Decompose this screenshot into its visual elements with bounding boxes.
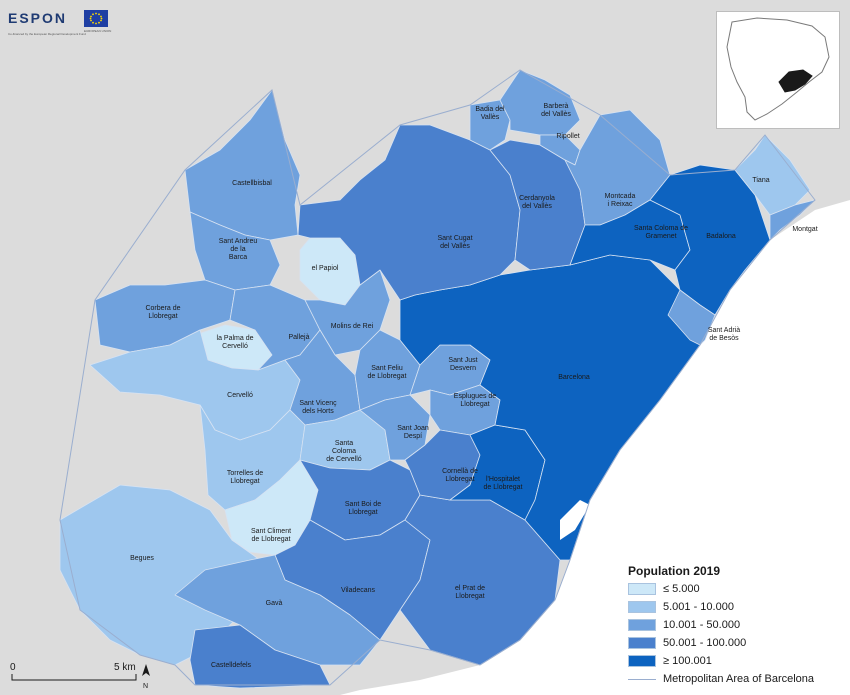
- legend-label: 50.001 - 100.000: [663, 637, 747, 649]
- label-la-palma-de-cervello: la Palma de Cervelló: [217, 335, 254, 350]
- eu-note: EUROPEAN UNION: [84, 29, 112, 33]
- inset-locator-map: [716, 11, 840, 129]
- label-esplugues-de-llobregat: Esplugues de Llobregat: [454, 393, 497, 408]
- label-el-prat-de-llobregat: el Prat de Llobregat: [455, 585, 485, 600]
- map-legend: Population 2019 ≤ 5.000 5.001 - 10.000 1…: [624, 562, 839, 688]
- espon-wordmark: ESPON: [8, 10, 68, 26]
- label-el-papiol: el Papiol: [312, 265, 339, 272]
- legend-boundary-label: Metropolitan Area of Barcelona: [663, 673, 815, 685]
- legend-label: 10.001 - 50.000: [663, 619, 741, 631]
- label-sant-feliu-de-llobregat: Sant Feliu de Llobregat: [368, 365, 407, 380]
- legend-swatch: [628, 583, 656, 595]
- legend-item: 50.001 - 100.000: [628, 636, 746, 650]
- label-sant-adria-de-besos: Sant Adrià de Besòs: [708, 327, 740, 342]
- label-tiana: Tiana: [752, 177, 769, 184]
- label-cornella-de-llobregat: Cornellà de Llobregat: [442, 468, 478, 483]
- label-lhospitalet-de-llobregat: l'Hospitalet de Llobregat: [484, 476, 523, 491]
- label-sant-andreu-de-la-barca: Sant Andreu de la Barca: [219, 238, 258, 261]
- municipality-sant-adria-de-besos: [667, 289, 716, 346]
- espon-logo: ESPON Co-financed by the European Region…: [8, 8, 112, 40]
- label-castelldefels: Castelldefels: [211, 662, 252, 669]
- legend-swatch: [628, 619, 656, 631]
- legend-title: Population 2019: [628, 564, 721, 578]
- label-sant-just-desvern: Sant Just Desvern: [448, 357, 477, 372]
- municipality-labels: Badia del Vallès Barberà del Vallès Ripoll…: [130, 103, 818, 669]
- legend-label: ≤ 5.000: [663, 583, 700, 595]
- label-sant-boi-de-llobregat: Sant Boi de Llobregat: [345, 501, 381, 516]
- legend-label: ≥ 100.001: [663, 655, 712, 667]
- label-badia-del-valles: Badia del Vallès: [475, 106, 505, 121]
- label-castellbisbal: Castellbisbal: [232, 180, 272, 187]
- scale-end-label: 5 km: [114, 662, 136, 673]
- north-label: N: [143, 683, 148, 690]
- catalonia-outline: [726, 17, 830, 121]
- municipality-sant-andreu-de-la-barca: [189, 211, 281, 291]
- legend-swatch: [628, 655, 656, 667]
- label-montcada-i-reixac: Montcada i Reixac: [605, 193, 636, 208]
- label-begues: Begues: [130, 555, 154, 562]
- label-sant-joan-despi: Sant Joan Despí: [397, 425, 429, 440]
- label-sant-vicenc-dels-horts: Sant Vicenç dels Horts: [299, 400, 337, 415]
- label-ripollet: Ripollet: [556, 133, 579, 140]
- scale-line: [11, 674, 137, 681]
- port-area: [560, 500, 605, 610]
- label-barbera-del-valles: Barberà del Vallès: [541, 103, 571, 118]
- label-viladecans: Viladecans: [341, 587, 376, 594]
- label-montgat: Montgat: [792, 226, 817, 233]
- label-gava: Gavà: [266, 600, 283, 607]
- label-cerdanyola-del-valles: Cerdanyola del Vallès: [519, 195, 555, 210]
- municipality-sant-cugat-del-valles: [297, 124, 521, 301]
- label-torrelles-de-llobregat: Torrelles de Llobregat: [227, 470, 263, 485]
- metropolitan-boundary: [59, 69, 816, 686]
- legend-label: 5.001 - 10.000: [663, 601, 734, 613]
- eu-flag-icon: [84, 10, 108, 27]
- legend-item: 10.001 - 50.000: [628, 618, 740, 632]
- label-santa-coloma-de-gramenet: Santa Coloma de Gramenet: [634, 225, 688, 240]
- municipality-tiana: [734, 134, 811, 216]
- label-molins-de-rei: Molins de Rei: [331, 323, 374, 330]
- north-arrow-icon: N: [142, 664, 150, 690]
- label-badalona: Badalona: [706, 233, 736, 240]
- legend-item: 5.001 - 10.000: [628, 600, 734, 614]
- label-sant-climent-de-llobregat: Sant Climent de Llobregat: [251, 528, 291, 543]
- municipality-barbera-del-valles: [499, 69, 581, 136]
- legend-swatch: [628, 601, 656, 613]
- cofunded-note: Co-financed by the European Regional Dev…: [8, 32, 86, 36]
- boundary-line-swatch: [628, 678, 656, 680]
- legend-item: ≤ 5.000: [628, 582, 700, 596]
- label-cervello: Cervelló: [227, 392, 253, 399]
- label-corbera-de-llobregat: Corbera de Llobregat: [145, 305, 180, 320]
- legend-swatch: [628, 637, 656, 649]
- legend-item: ≥ 100.001: [628, 654, 712, 668]
- label-santa-coloma-de-cervello: Santa Coloma de Cervelló: [326, 440, 362, 463]
- label-sant-cugat-del-valles: Sant Cugat del Vallès: [437, 235, 472, 250]
- label-palleja: Pallejà: [288, 334, 309, 341]
- scale-bar: 0 5 km N: [10, 662, 150, 690]
- scale-start-label: 0: [10, 662, 16, 673]
- legend-item: Metropolitan Area of Barcelona: [628, 672, 814, 686]
- label-barcelona: Barcelona: [558, 374, 590, 381]
